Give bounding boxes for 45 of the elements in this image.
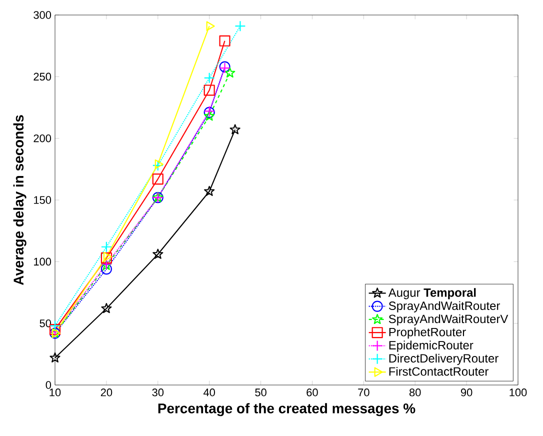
point [204,110,215,121]
legend-label: SprayAndWaitRouterV [388,314,508,326]
x-tick-label: 10 [50,388,61,396]
point [101,303,112,314]
point [50,352,60,362]
point [152,248,164,259]
point [100,252,112,264]
point [100,264,112,275]
point [204,72,215,84]
legend-label: EpidemicRouter [389,340,474,352]
point [152,160,164,171]
y-tick-label: 300 [34,11,52,19]
point [100,241,112,252]
point [204,84,215,96]
x-tick-label: 50 [255,388,266,396]
y-tick-label: 200 [34,134,52,142]
x-tick-label: 30 [152,388,164,396]
x-tick-label: 40 [203,388,215,396]
legend-label: Augur Temporal [388,288,476,300]
point [224,67,236,78]
x-tick-label: 80 [409,388,421,396]
y-tick-label: 150 [34,196,52,204]
x-axis-title: Percentage of the created messages % [158,403,416,416]
legend-label: ProphetRouter [389,328,466,339]
x-tick-label: 100 [510,388,527,396]
legend-label: FirstContactRouter [389,366,488,376]
point [103,252,112,262]
legend-label: DirectDeliveryRouter [389,354,498,365]
x-tick-label: 60 [306,388,318,396]
x-tick-label: 90 [460,388,472,396]
point [204,186,215,196]
legend-label: SprayAndWaitRouter [388,301,500,312]
y-tick-label: 250 [34,72,52,81]
point [234,20,246,32]
point [219,35,230,46]
y-tick-label: 0 [46,381,52,389]
x-tick-label: 20 [100,388,112,396]
y-axis-title: Average delay in seconds [13,115,26,286]
point [154,159,164,170]
point [206,21,215,31]
point [49,324,61,336]
y-tick-label: 100 [34,258,52,266]
point [152,174,164,185]
point [230,124,240,134]
x-tick-label: 70 [358,388,370,396]
